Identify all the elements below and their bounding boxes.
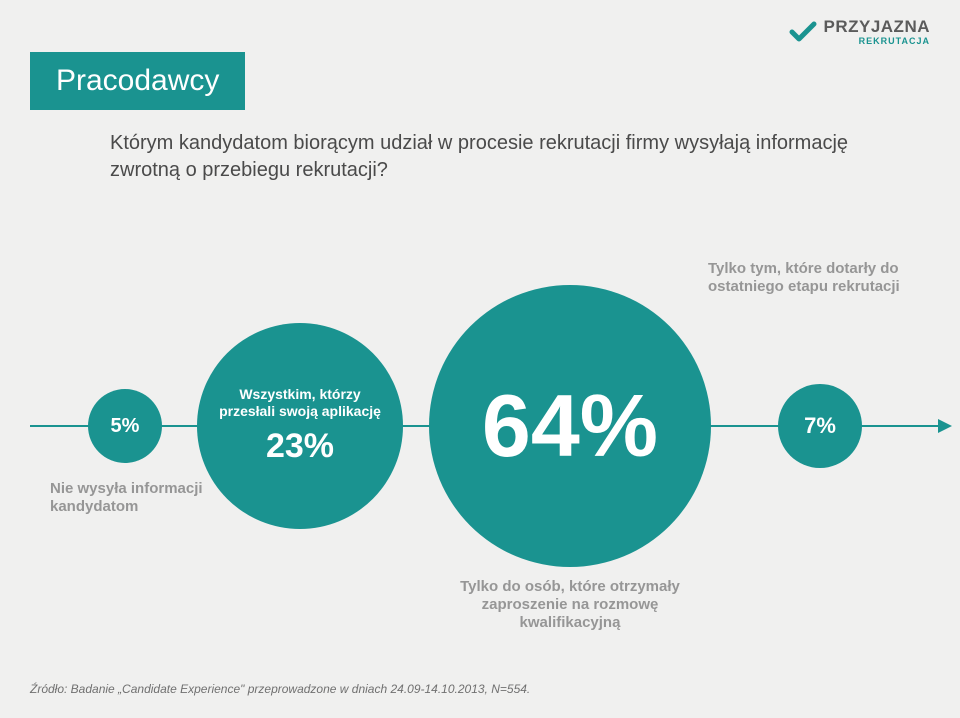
question-text: Którym kandydatom biorącym udział w proc… — [110, 130, 870, 184]
page-title: Pracodawcy — [30, 52, 245, 110]
bubble-invited: 64% — [429, 285, 711, 567]
bubble-value: 23% — [266, 427, 334, 466]
logo-sub-text: REKRUTACJA — [859, 37, 930, 46]
bubble-value: 64% — [482, 375, 658, 477]
axis-arrow-icon — [938, 419, 952, 433]
check-icon — [789, 21, 817, 43]
slide: PRZYJAZNA REKRUTACJA Pracodawcy Którym k… — [0, 0, 960, 718]
source-text: Źródło: Badanie „Candidate Experience" p… — [30, 682, 530, 696]
bubble-chart: 5% Wszystkim, którzy przesłali swoją apl… — [0, 220, 960, 580]
bubble-final: 7% — [778, 384, 862, 468]
bubble-value: 5% — [111, 415, 140, 438]
bubble-value: 7% — [804, 413, 836, 439]
logo-main-text: PRZYJAZNA — [823, 18, 930, 35]
callout-none: Nie wysyła informacji kandydatom — [50, 480, 220, 516]
bubble-all: Wszystkim, którzy przesłali swoją aplika… — [197, 323, 403, 529]
brand-logo: PRZYJAZNA REKRUTACJA — [789, 18, 930, 46]
logo-text: PRZYJAZNA REKRUTACJA — [823, 18, 930, 46]
callout-final: Tylko tym, które dotarły do ostatniego e… — [708, 260, 918, 296]
callout-invited: Tylko do osób, które otrzymały zaproszen… — [445, 578, 695, 632]
bubble-label: Wszystkim, którzy przesłali swoją aplika… — [197, 386, 403, 418]
bubble-none: 5% — [88, 389, 162, 463]
